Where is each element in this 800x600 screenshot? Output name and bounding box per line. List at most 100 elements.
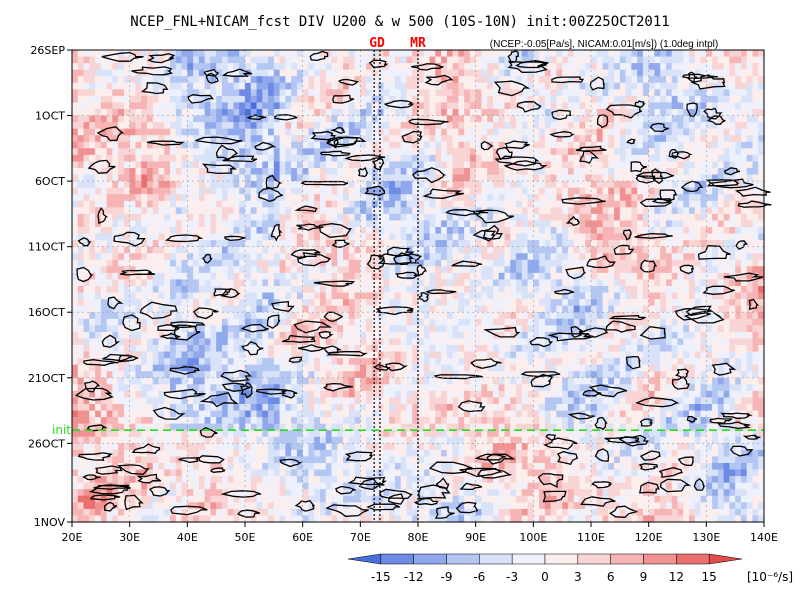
heat-cell bbox=[279, 220, 286, 228]
heat-cell bbox=[516, 220, 523, 228]
heat-cell bbox=[579, 187, 586, 195]
heat-cell bbox=[371, 102, 379, 110]
heat-cell bbox=[498, 207, 506, 215]
heat-cell bbox=[596, 259, 604, 267]
heat-cell bbox=[181, 102, 188, 110]
heat-cell bbox=[152, 63, 160, 71]
heat-cell bbox=[279, 240, 286, 248]
heat-cell bbox=[158, 305, 165, 313]
heat-cell bbox=[77, 279, 85, 287]
heat-cell bbox=[221, 318, 229, 326]
chart-title: NCEP_FNL+NICAM_fcst DIV U200 & w 500 (10… bbox=[130, 14, 669, 30]
heat-cell bbox=[400, 95, 408, 104]
heat-cell bbox=[146, 292, 154, 300]
heat-cell bbox=[343, 220, 350, 228]
heat-cell bbox=[83, 292, 90, 300]
heat-cell bbox=[637, 200, 644, 208]
heat-cell bbox=[348, 76, 356, 84]
heat-cell bbox=[164, 305, 171, 313]
heat-cell bbox=[498, 122, 506, 130]
heat-cell bbox=[348, 154, 356, 163]
heat-cell bbox=[285, 69, 292, 77]
heat-cell bbox=[268, 76, 275, 84]
heat-cell bbox=[83, 312, 90, 320]
heat-cell bbox=[677, 286, 684, 294]
heat-cell bbox=[464, 128, 471, 136]
heat-cell bbox=[77, 63, 85, 71]
heat-cell bbox=[308, 318, 315, 326]
heat-cell bbox=[510, 286, 517, 294]
heat-cell bbox=[331, 207, 338, 215]
heat-cell bbox=[100, 128, 108, 136]
heat-cell bbox=[469, 305, 477, 313]
heat-cell bbox=[221, 246, 229, 254]
heat-cell bbox=[112, 76, 119, 84]
heat-cell bbox=[694, 95, 702, 104]
heat-cell bbox=[596, 194, 604, 202]
heat-cell bbox=[354, 115, 361, 123]
heat-cell bbox=[268, 194, 275, 202]
heat-cell bbox=[446, 279, 454, 287]
heat-cell bbox=[337, 246, 344, 254]
heat-cell bbox=[371, 109, 379, 117]
heat-cell bbox=[677, 279, 684, 287]
heat-cell bbox=[314, 82, 321, 90]
heat-cell bbox=[723, 227, 730, 235]
heat-cell bbox=[158, 213, 165, 222]
heat-cell bbox=[469, 154, 477, 163]
heat-cell bbox=[625, 161, 632, 169]
heat-cell bbox=[475, 181, 483, 189]
heat-cell bbox=[164, 148, 171, 156]
heat-cell bbox=[158, 115, 165, 123]
heat-cell bbox=[723, 207, 730, 215]
heat-cell bbox=[239, 109, 246, 117]
heat-cell bbox=[146, 154, 154, 163]
heat-cell bbox=[262, 95, 269, 104]
heat-cell bbox=[158, 312, 165, 320]
heat-cell bbox=[423, 318, 431, 326]
heat-cell bbox=[233, 161, 240, 169]
heat-cell bbox=[348, 50, 356, 58]
heat-cell bbox=[665, 279, 673, 287]
heat-cell bbox=[89, 286, 96, 294]
heat-cell bbox=[475, 82, 483, 90]
heat-cell bbox=[319, 213, 327, 222]
heat-cell bbox=[394, 240, 402, 248]
heat-cell bbox=[371, 50, 379, 58]
heat-cell bbox=[100, 109, 108, 117]
heat-cell bbox=[343, 174, 350, 182]
heat-cell bbox=[740, 272, 748, 281]
heat-cell bbox=[118, 168, 125, 176]
heat-cell bbox=[683, 200, 690, 208]
heat-cell bbox=[752, 135, 759, 143]
heat-cell bbox=[348, 318, 356, 326]
heat-cell bbox=[441, 115, 448, 123]
heat-cell bbox=[354, 194, 361, 202]
heat-cell bbox=[423, 187, 431, 195]
heat-cell bbox=[637, 102, 644, 110]
heat-cell bbox=[279, 253, 286, 261]
heat-cell bbox=[89, 207, 96, 215]
heat-cell bbox=[683, 174, 690, 182]
heat-cell bbox=[723, 56, 730, 64]
heat-cell bbox=[77, 259, 85, 267]
heat-cell bbox=[135, 246, 142, 254]
heat-cell bbox=[752, 63, 759, 71]
heat-cell bbox=[89, 141, 96, 149]
heat-cell bbox=[700, 109, 707, 117]
heat-cell bbox=[377, 305, 384, 313]
heat-cell bbox=[135, 266, 142, 274]
heat-cell bbox=[239, 82, 246, 90]
heat-cell bbox=[141, 135, 148, 143]
heat-cell bbox=[233, 69, 240, 77]
heat-cell bbox=[712, 312, 719, 320]
heat-cell bbox=[302, 233, 310, 241]
heat-cell bbox=[106, 122, 113, 130]
heat-cell bbox=[308, 154, 315, 163]
heat-cell bbox=[475, 272, 483, 281]
heat-cell bbox=[544, 292, 552, 300]
heat-cell bbox=[77, 213, 85, 222]
heat-cell bbox=[123, 227, 131, 235]
heat-cell bbox=[556, 187, 563, 195]
heat-cell bbox=[544, 69, 552, 77]
